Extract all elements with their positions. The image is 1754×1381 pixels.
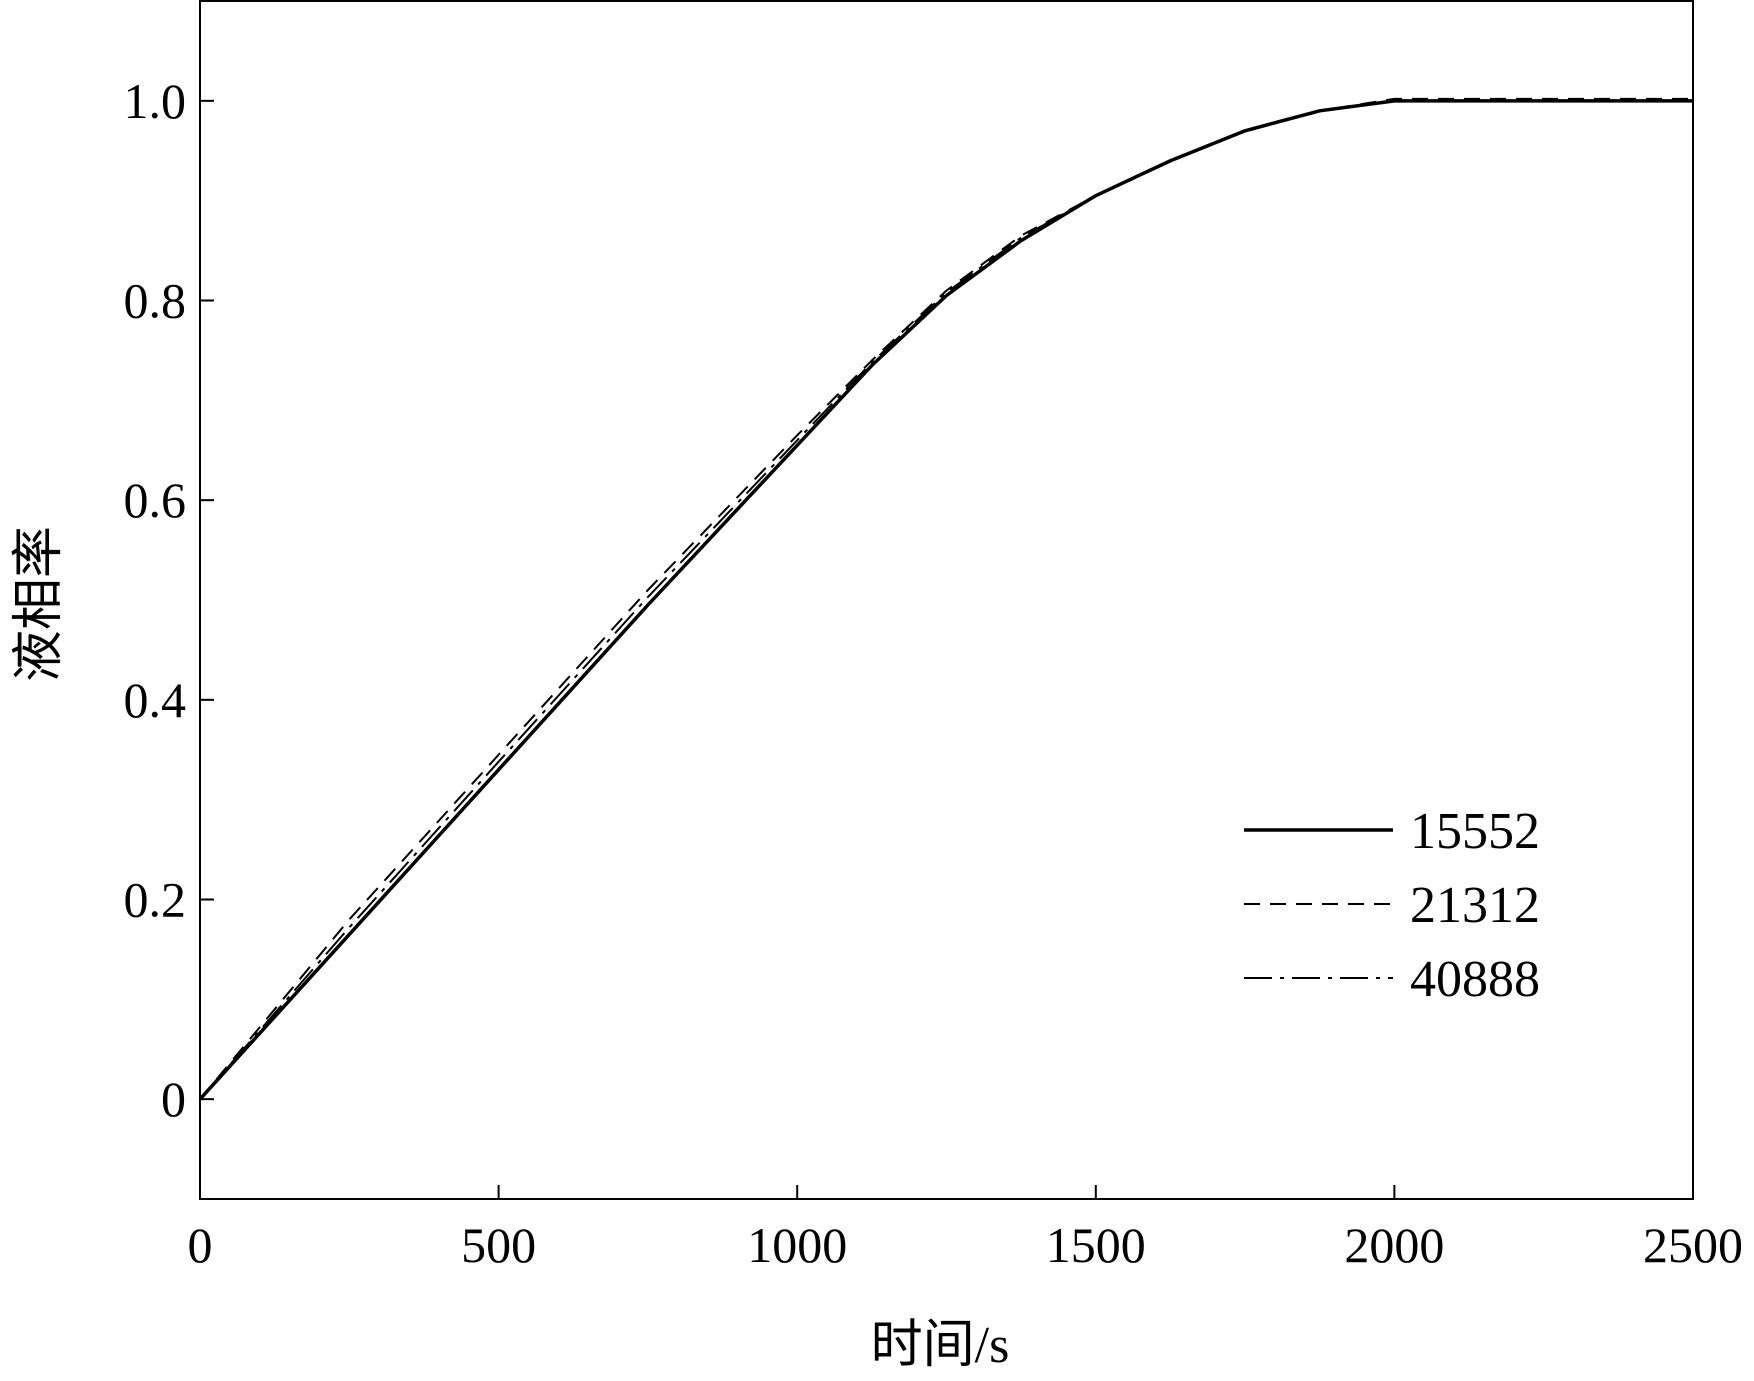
legend-label: 21312 <box>1410 877 1540 934</box>
x-tick-label: 0 <box>188 1217 213 1273</box>
x-tick-label: 2000 <box>1344 1217 1444 1273</box>
plot-lines <box>198 97 1693 1101</box>
y-tick-label: 0.2 <box>124 872 187 928</box>
x-tick-label: 1500 <box>1046 1217 1146 1273</box>
series-line-40888 <box>199 99 1693 1100</box>
y-tick-label: 0 <box>161 1071 186 1127</box>
y-tick-label: 1.0 <box>124 73 187 129</box>
axis-ticks: 0 500 1000 1500 2000 2500 0 0.2 0.4 0.6 0.8 1.0 <box>124 73 1744 1273</box>
y-tick-label: 0.4 <box>124 672 187 728</box>
x-tick-label: 1000 <box>747 1217 847 1273</box>
plot-frame <box>199 0 1694 1200</box>
legend-label: 15552 <box>1410 803 1540 860</box>
y-tick-label: 0.8 <box>124 273 187 329</box>
series-line-15552 <box>198 99 1693 1101</box>
x-tick-label: 500 <box>461 1217 536 1273</box>
x-tick-label: 2500 <box>1643 1217 1743 1273</box>
y-tick-label: 0.6 <box>124 472 187 528</box>
x-axis-label: 时间/s <box>871 1317 1010 1374</box>
legend-label: 40888 <box>1410 951 1540 1008</box>
y-axis-label: 液相率 <box>11 526 68 682</box>
legend: 15552 21312 40888 <box>1244 803 1540 1008</box>
series-line-21312 <box>199 97 1693 1100</box>
